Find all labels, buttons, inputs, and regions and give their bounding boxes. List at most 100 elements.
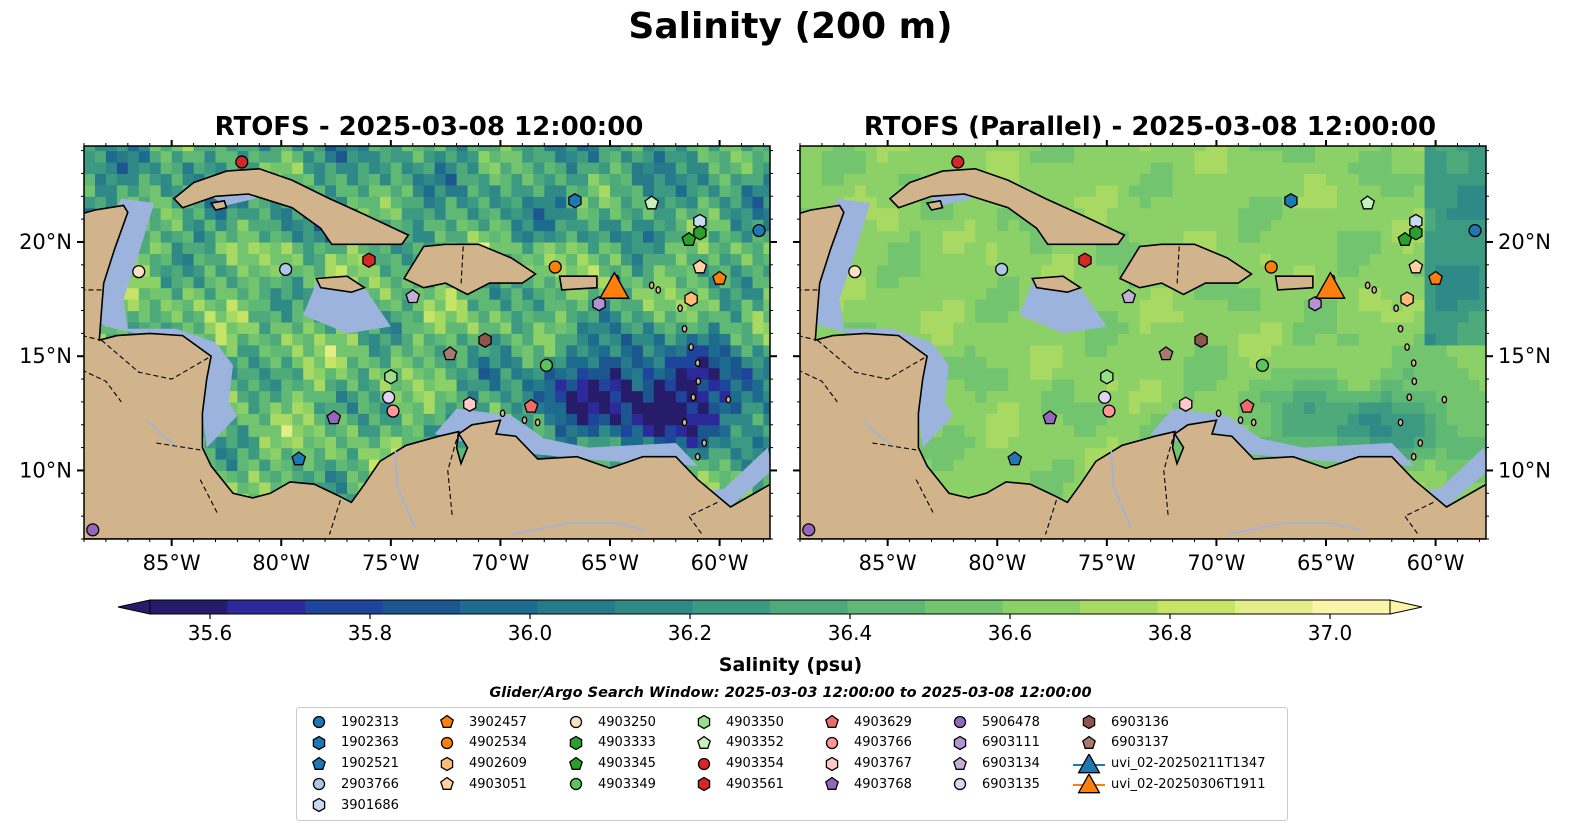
left-map-panel: 85°W 80°W 75°W 70°W 65°W 60°W 20°N 15°N 10°N (19, 140, 777, 575)
colorbar: 35.6 35.8 36.0 36.2 36.4 36.6 36.8 37.0 (117, 599, 1423, 645)
lon-tick-label: 80°W (252, 551, 310, 575)
lon-tick-label: 80°W (968, 551, 1026, 575)
legend-label: 6903134 (982, 756, 1040, 772)
pentagon-marker-icon (825, 777, 839, 791)
pentagon-marker-icon (312, 756, 326, 770)
lon-tick-label: 65°W (1297, 551, 1355, 575)
circle-marker-icon (569, 715, 583, 729)
legend-label: 2903766 (341, 776, 399, 792)
colorbar-tick-label: 35.8 (348, 621, 393, 645)
platform-marker-4903349 (539, 358, 554, 372)
legend-marker (312, 735, 326, 751)
legend-item: 4903250 (558, 712, 656, 732)
lon-tick-label: 70°W (471, 551, 529, 575)
legend-marker (1082, 714, 1096, 730)
legend-item: 4903352 (686, 733, 784, 753)
legend-item: 4903350 (686, 712, 784, 732)
legend-label: 4902609 (469, 756, 527, 772)
search-window-text: Glider/Argo Search Window: 2025-03-03 12… (489, 685, 1092, 701)
legend-marker (953, 778, 967, 791)
circle-marker-icon (312, 715, 326, 729)
platform-marker-4902609 (684, 291, 698, 307)
platform-marker-6903111 (592, 295, 606, 312)
circle-marker-icon (569, 778, 583, 791)
legend-item: 1902521 (301, 754, 399, 774)
legend-label: 4903766 (854, 735, 912, 751)
legend-item: 4903349 (558, 774, 656, 794)
legend-label: 1902363 (341, 735, 399, 751)
legend-marker (953, 735, 967, 751)
legend-marker (569, 715, 583, 729)
left-panel-title: RTOFS - 2025-03-08 12:00:00 (214, 112, 644, 142)
colorbar-segment (537, 600, 616, 614)
legend-label: uvi_02-20250306T1911 (1111, 776, 1266, 792)
platform-marker-4903350 (384, 369, 398, 385)
hexagon-marker-icon (825, 756, 839, 771)
pentagon-marker-icon (953, 756, 967, 770)
legend-label: 4903250 (598, 714, 656, 730)
circle-marker-icon (953, 715, 967, 729)
colorbar-segment (227, 600, 306, 614)
map-frame (83, 145, 771, 540)
colorbar-tick-label: 36.2 (668, 621, 713, 645)
legend-item: 4903629 (814, 712, 912, 732)
hexagon-marker-icon (697, 714, 711, 730)
platform-marker-4903768 (1042, 410, 1058, 425)
legend-item: uvi_02-20250306T1911 (1071, 774, 1265, 794)
colorbar-segment (150, 600, 228, 614)
colorbar-segment (382, 600, 461, 614)
colorbar-segment (925, 600, 1003, 614)
platform-marker-4903354 (235, 155, 249, 169)
hexagon-marker-icon (569, 735, 583, 751)
platform-marker-2903766 (279, 262, 293, 276)
legend: 1902313 1902363 1902521 2903766 3901686 39024… (296, 707, 1288, 821)
lat-tick-label: 10°N (1498, 458, 1551, 482)
platform-marker-4903051 (1408, 259, 1424, 274)
legend-label: 6903136 (1111, 714, 1169, 730)
platform-marker-4903352 (1360, 195, 1376, 210)
legend-marker (825, 777, 839, 791)
circle-marker-icon (953, 778, 967, 791)
right-panel-title: RTOFS (Parallel) - 2025-03-08 12:00:00 (863, 112, 1437, 142)
circle-marker-icon (440, 736, 454, 749)
colorbar-tick-label: 36.4 (828, 621, 873, 645)
colorbar-tick-label: 35.6 (188, 621, 233, 645)
platform-marker-1902521 (291, 451, 307, 466)
colorbar-segment (1312, 600, 1391, 614)
legend-marker (440, 756, 454, 771)
hexagon-marker-icon (1082, 714, 1096, 730)
lat-tick-label: 15°N (1498, 344, 1551, 368)
colorbar-extend-low (117, 599, 151, 615)
platform-marker-6903136 (478, 332, 492, 348)
platform-marker-4903250 (132, 265, 146, 279)
legend-item: 4902609 (429, 754, 527, 774)
colorbar-label: Salinity (psu) (718, 654, 863, 676)
platform-marker-4903766 (386, 404, 400, 418)
platform-marker-4903250 (848, 265, 862, 279)
legend-label: 4903768 (854, 776, 912, 792)
platform-marker-2903766 (995, 262, 1009, 276)
legend-item: 4903051 (429, 774, 527, 794)
legend-item: 4903354 (686, 754, 784, 774)
legend-marker (312, 756, 326, 770)
legend-label: 4903767 (854, 756, 912, 772)
circle-marker-icon (825, 736, 839, 749)
platform-marker-4903333 (693, 225, 707, 241)
legend-label: 4903350 (726, 714, 784, 730)
platform-marker-6903134 (405, 288, 421, 304)
colorbar-tick-label: 37.0 (1308, 621, 1353, 645)
legend-label: 4902534 (469, 735, 527, 751)
lon-tick-label: 85°W (143, 551, 201, 575)
triangle-marker-icon (1073, 774, 1105, 794)
legend-item: 3901686 (301, 795, 399, 815)
platform-marker-4903350 (1100, 369, 1114, 385)
platform-marker-1902521 (1007, 451, 1023, 466)
platform-marker-4903349 (1255, 358, 1270, 372)
legend-label: 4903333 (598, 735, 656, 751)
legend-item: 4903767 (814, 754, 912, 774)
legend-marker (569, 735, 583, 751)
legend-label: 4903561 (726, 776, 784, 792)
legend-item: 6903111 (942, 733, 1040, 753)
pentagon-marker-icon (440, 777, 454, 791)
legend-label: 4903345 (598, 756, 656, 772)
